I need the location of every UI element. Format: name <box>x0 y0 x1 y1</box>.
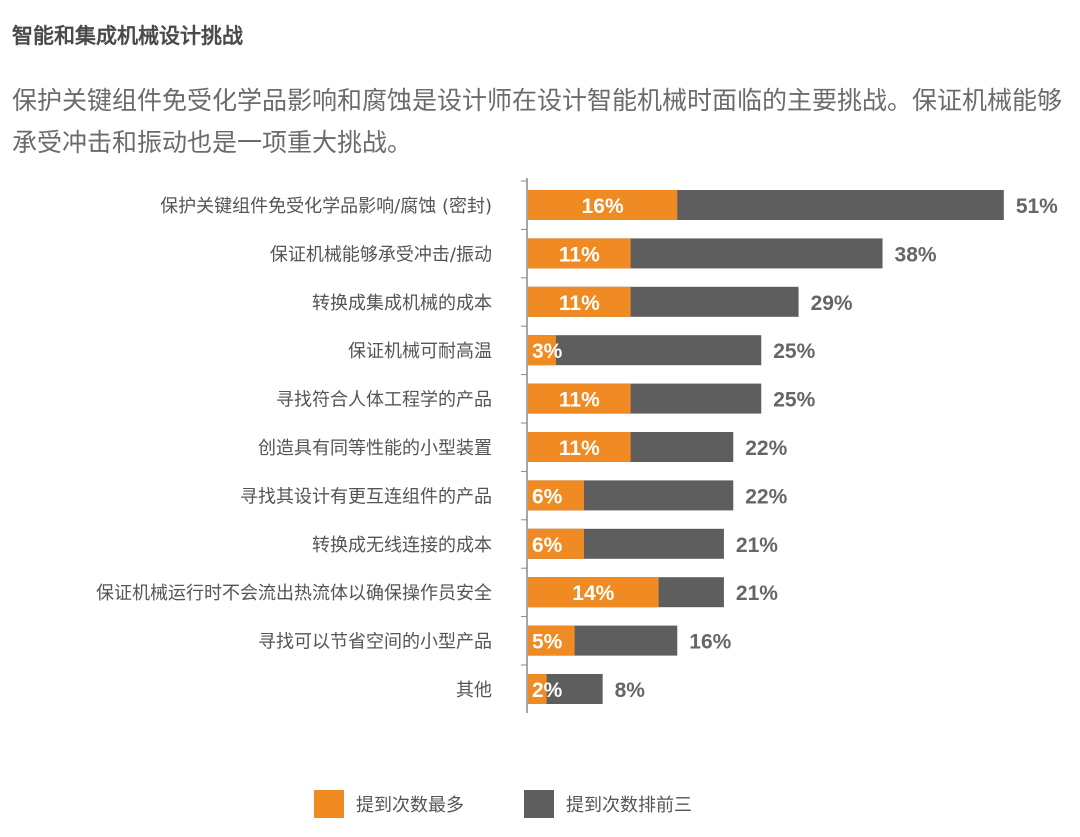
legend: 提到次数最多 提到次数排前三 <box>314 790 692 818</box>
category-label: 保证机械可耐高温 <box>348 341 492 362</box>
data-label-primary: 14% <box>572 582 614 605</box>
category-label: 寻找其设计有更互连组件的产品 <box>240 486 492 507</box>
category-label: 寻找可以节省空间的小型产品 <box>258 632 492 653</box>
data-label-primary: 2% <box>532 679 563 702</box>
data-label-primary: 6% <box>532 534 563 557</box>
bar-top3 <box>528 335 761 365</box>
data-label-top3: 22% <box>745 437 787 460</box>
legend-item-primary: 提到次数最多 <box>314 790 464 818</box>
legend-label-primary: 提到次数最多 <box>356 791 464 817</box>
data-label-primary: 16% <box>582 195 624 218</box>
data-label-top3: 38% <box>895 243 937 266</box>
category-label: 创造具有同等性能的小型装置 <box>258 438 492 459</box>
data-label-top3: 16% <box>689 631 731 654</box>
category-label: 保证机械运行时不会流出热流体以确保操作员安全 <box>96 583 492 604</box>
category-label: 保护关键组件免受化学品影响/腐蚀 (密封) <box>160 196 492 217</box>
legend-swatch-top3 <box>524 790 554 818</box>
data-label-top3: 25% <box>773 340 815 363</box>
data-label-top3: 22% <box>745 485 787 508</box>
legend-swatch-primary <box>314 790 344 818</box>
category-label: 寻找符合人体工程学的产品 <box>276 390 492 411</box>
data-label-top3: 21% <box>736 582 778 605</box>
category-label: 其他 <box>456 680 492 701</box>
category-label: 转换成集成机械的成本 <box>312 293 492 314</box>
bar-chart: 保护关键组件免受化学品影响/腐蚀 (密封) 16% 51% 保证机械能够承受冲击/振动… <box>0 0 1080 837</box>
data-label-primary: 5% <box>532 631 563 654</box>
data-label-primary: 6% <box>532 485 563 508</box>
legend-label-top3: 提到次数排前三 <box>566 791 692 817</box>
data-label-top3: 29% <box>811 292 853 315</box>
data-label-primary: 3% <box>532 340 563 363</box>
data-label-primary: 11% <box>559 243 600 266</box>
data-label-primary: 11% <box>559 389 600 412</box>
data-label-top3: 21% <box>736 534 778 557</box>
data-label-primary: 11% <box>559 292 600 315</box>
data-label-top3: 8% <box>615 679 646 702</box>
data-label-primary: 11% <box>559 437 600 460</box>
category-label: 保证机械能够承受冲击/振动 <box>270 244 492 265</box>
data-label-top3: 25% <box>773 389 815 412</box>
legend-item-top3: 提到次数排前三 <box>524 790 692 818</box>
data-label-top3: 51% <box>1016 195 1058 218</box>
category-label: 转换成无线连接的成本 <box>312 535 492 556</box>
